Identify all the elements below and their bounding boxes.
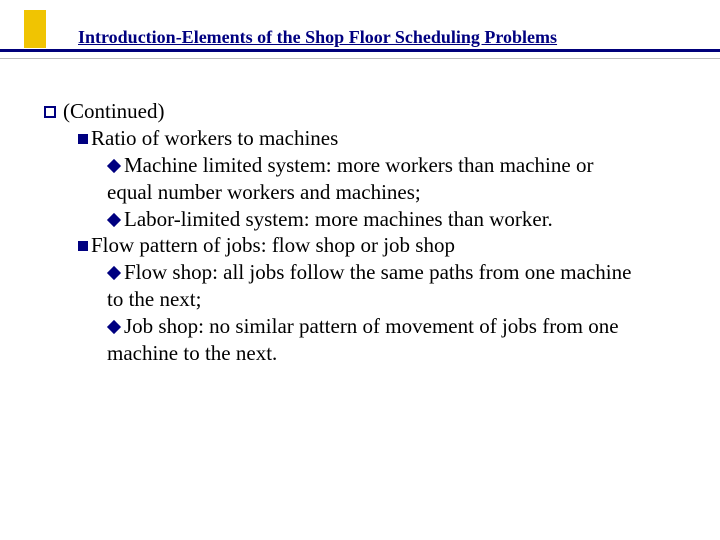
- solid-square-icon: [78, 134, 88, 144]
- bullet-level2: Flow pattern of jobs: flow shop or job s…: [78, 232, 664, 259]
- diamond-icon: [107, 266, 121, 280]
- level2-text: Ratio of workers to machines: [91, 126, 338, 150]
- level3-text: Job shop: no similar pattern of movement…: [107, 314, 619, 365]
- solid-square-icon: [78, 241, 88, 251]
- bullet-level3: Flow shop: all jobs follow the same path…: [107, 259, 664, 313]
- bullet-level3: Job shop: no similar pattern of movement…: [107, 313, 664, 367]
- level2-text: Flow pattern of jobs: flow shop or job s…: [91, 233, 455, 257]
- level1-text: (Continued): [63, 99, 164, 123]
- level3-text: Labor-limited system: more machines than…: [124, 207, 553, 231]
- level3-text: Machine limited system: more workers tha…: [107, 153, 593, 204]
- bullet-level1: (Continued): [44, 98, 664, 125]
- slide-title: Introduction-Elements of the Shop Floor …: [78, 27, 557, 48]
- hollow-square-icon: [44, 106, 56, 118]
- accent-block: [24, 10, 46, 48]
- diamond-icon: [107, 320, 121, 334]
- bullet-level3: Machine limited system: more workers tha…: [107, 152, 664, 206]
- bullet-level2: Ratio of workers to machines: [78, 125, 664, 152]
- divider-blue: [0, 49, 720, 52]
- bullet-level3: Labor-limited system: more machines than…: [107, 206, 664, 233]
- diamond-icon: [107, 212, 121, 226]
- level3-text: Flow shop: all jobs follow the same path…: [107, 260, 631, 311]
- slide-body: (Continued) Ratio of workers to machines…: [44, 98, 664, 367]
- divider-grey: [0, 58, 720, 59]
- slide-header: Introduction-Elements of the Shop Floor …: [0, 0, 720, 72]
- diamond-icon: [107, 159, 121, 173]
